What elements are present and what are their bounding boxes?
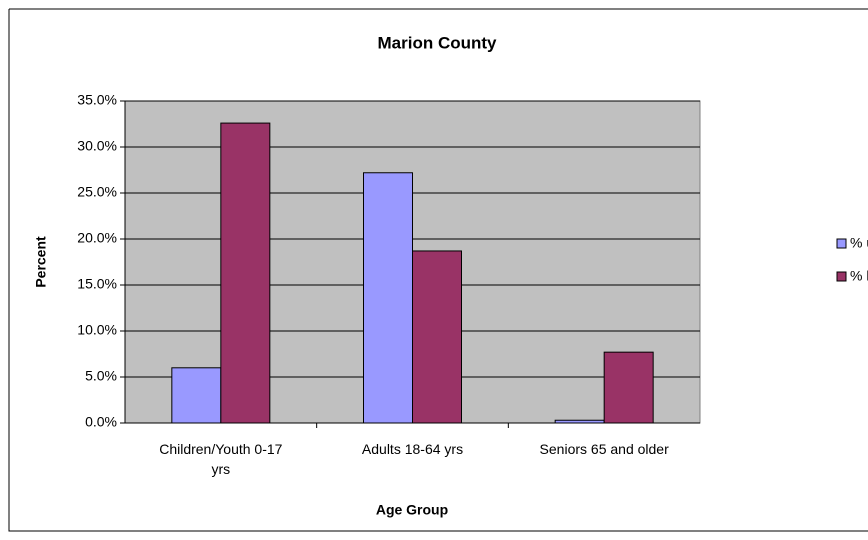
y-axis-label: Percent xyxy=(33,236,49,288)
x-tick-label: Seniors 65 and older xyxy=(539,441,669,457)
legend-label: % living below poverty xyxy=(850,268,868,284)
bar xyxy=(220,122,271,424)
y-tick-label: 0.0% xyxy=(85,414,117,430)
x-tick-label: Adults 18-64 yrs xyxy=(361,441,464,457)
bar xyxy=(171,367,222,424)
legend-swatch xyxy=(836,238,847,249)
y-tick-label: 20.0% xyxy=(77,230,117,246)
chart-title: Marion County xyxy=(378,33,498,52)
y-tick-label: 5.0% xyxy=(85,368,117,384)
bar xyxy=(412,250,462,424)
x-tick-label: Children/Youth 0-17 yrs xyxy=(159,441,283,477)
x-axis-label: Age Group xyxy=(376,502,448,518)
y-tick-label: 25.0% xyxy=(77,184,117,200)
bar xyxy=(363,172,413,424)
legend-label: % uninsured xyxy=(850,235,868,251)
y-tick-label: 30.0% xyxy=(77,138,117,154)
y-tick-label: 10.0% xyxy=(77,322,117,338)
chart-border xyxy=(8,8,868,532)
y-tick-label: 35.0% xyxy=(77,92,117,108)
bar xyxy=(603,351,654,424)
legend-swatch xyxy=(836,271,847,282)
y-tick-label: 15.0% xyxy=(77,276,117,292)
